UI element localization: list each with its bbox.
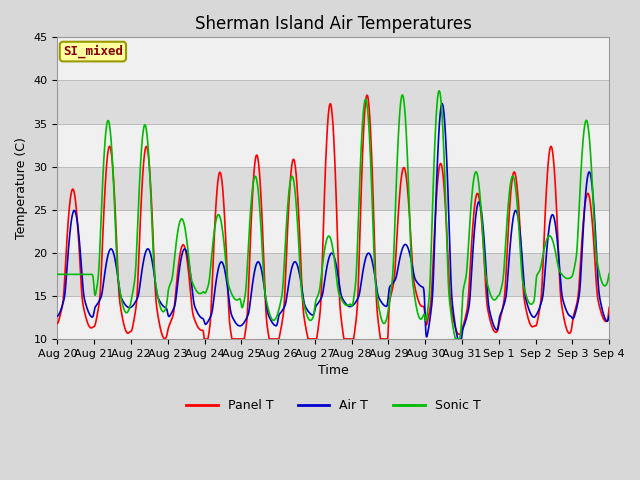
Bar xyxy=(58,37,609,81)
Bar xyxy=(58,296,609,339)
Y-axis label: Temperature (C): Temperature (C) xyxy=(15,137,28,239)
Bar xyxy=(58,123,609,167)
Text: SI_mixed: SI_mixed xyxy=(63,45,123,58)
Bar xyxy=(58,167,609,210)
Title: Sherman Island Air Temperatures: Sherman Island Air Temperatures xyxy=(195,15,472,33)
Bar xyxy=(58,210,609,253)
X-axis label: Time: Time xyxy=(318,364,349,377)
Bar xyxy=(58,253,609,296)
Legend: Panel T, Air T, Sonic T: Panel T, Air T, Sonic T xyxy=(181,394,485,417)
Bar xyxy=(58,81,609,123)
